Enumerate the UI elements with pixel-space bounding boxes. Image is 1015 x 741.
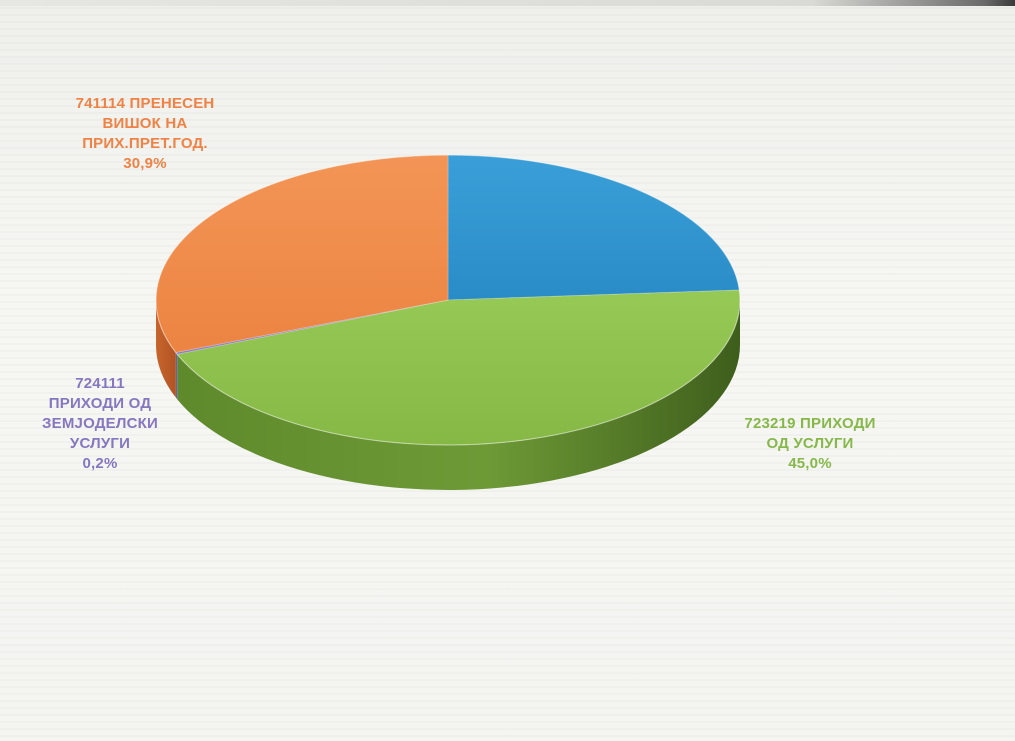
label-percent: 30,9% <box>123 155 167 172</box>
top-edge-rule <box>0 0 1015 6</box>
pie-slice-orange <box>155 154 449 353</box>
label-line: 741114 ПРЕНЕСЕН <box>75 95 215 112</box>
label-line: ОД УСЛУГИ <box>766 435 854 452</box>
pie-slice-green-side <box>177 300 740 490</box>
label-percent: 45,0% <box>788 455 832 472</box>
data-label-green-slice: 723219 ПРИХОДИ ОД УСЛУГИ 45,0% <box>700 414 920 474</box>
pie-slice-purple <box>175 299 449 355</box>
pie-slice-orange-side <box>156 300 176 398</box>
data-label-orange-slice: 741114 ПРЕНЕСЕН ВИШОК НА ПРИХ.ПРЕТ.ГОД. … <box>30 94 260 174</box>
label-percent: 0,2% <box>82 455 118 472</box>
label-line: ВИШОК НА <box>102 115 188 132</box>
pie-slice-blue <box>447 154 740 301</box>
label-line: ЗЕМЈОДЕЛСКИ <box>42 415 158 432</box>
data-label-purple-slice: 724111 ПРИХОДИ ОД ЗЕМЈОДЕЛСКИ УСЛУГИ 0,2… <box>0 374 200 474</box>
label-line: ПРИХОДИ ОД <box>48 395 152 412</box>
pie-slice-sides <box>156 300 740 490</box>
label-line: 724111 <box>75 375 125 392</box>
pie-slice-tops <box>155 154 741 446</box>
label-line: ПРИХ.ПРЕТ.ГОД. <box>82 135 208 152</box>
pie-slice-green <box>176 289 741 446</box>
label-line: УСЛУГИ <box>69 435 131 452</box>
pie-slice-purple-side <box>175 352 178 400</box>
label-line: 723219 ПРИХОДИ <box>744 415 876 432</box>
pie-rim-highlight <box>155 154 741 446</box>
